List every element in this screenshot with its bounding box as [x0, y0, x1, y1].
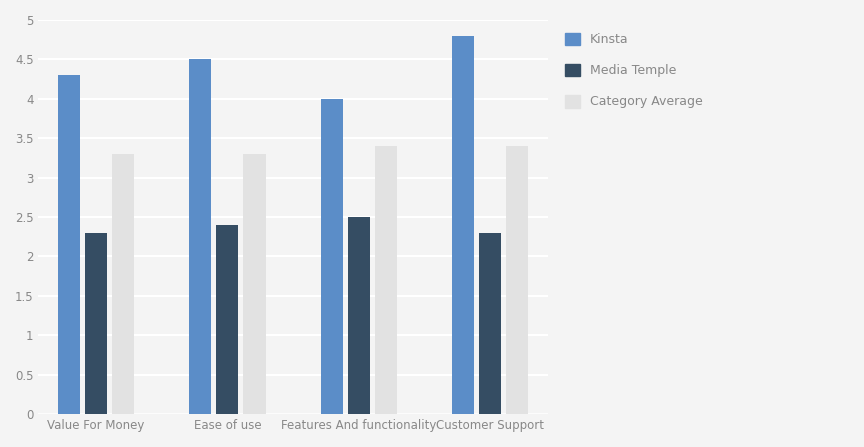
Bar — [506, 146, 528, 414]
Bar — [244, 154, 265, 414]
Bar — [85, 233, 107, 414]
Bar — [189, 59, 212, 414]
Bar — [347, 217, 370, 414]
Bar — [216, 225, 238, 414]
Legend: Kinsta, Media Temple, Category Average: Kinsta, Media Temple, Category Average — [559, 26, 709, 114]
Bar — [58, 75, 80, 414]
Bar — [452, 36, 474, 414]
Bar — [375, 146, 397, 414]
Bar — [321, 99, 343, 414]
Bar — [112, 154, 134, 414]
Bar — [479, 233, 501, 414]
